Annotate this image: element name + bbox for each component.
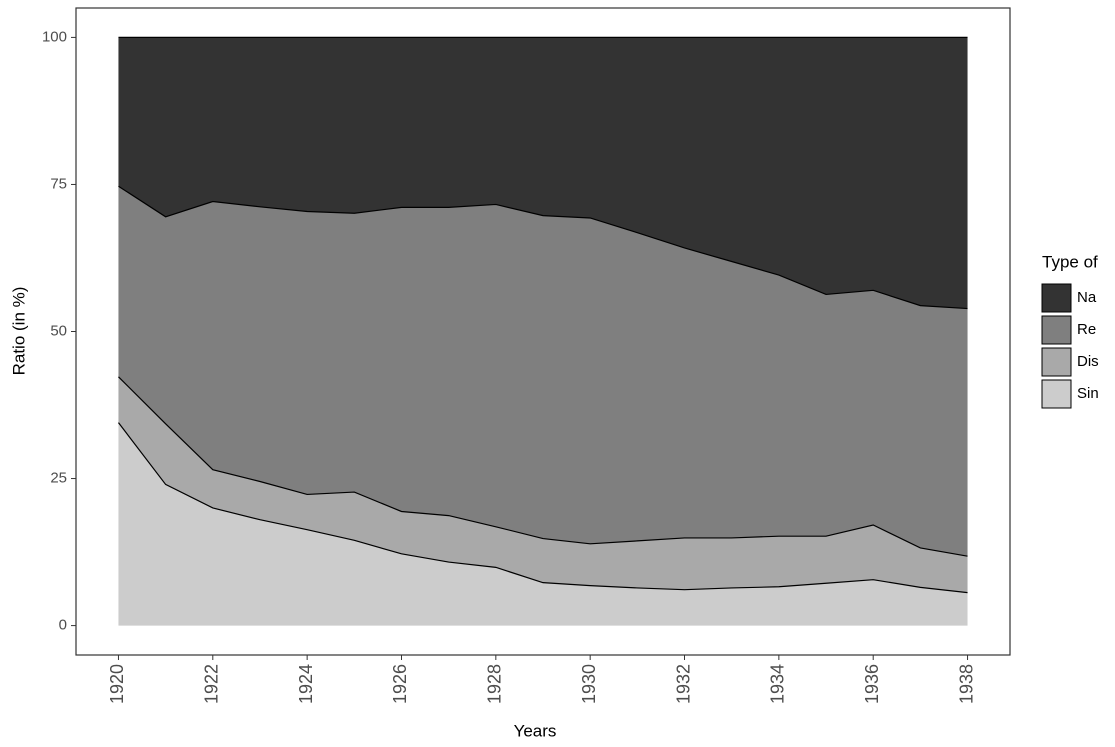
legend-label: Dis xyxy=(1077,353,1099,370)
area xyxy=(118,376,968,593)
x-tick-label: 1922 xyxy=(202,664,222,704)
x-tick-label: 1928 xyxy=(485,664,505,704)
legend-key xyxy=(1041,379,1072,409)
area-outline xyxy=(117,422,968,594)
legend-key xyxy=(1041,347,1072,377)
x-tick-label: 1924 xyxy=(296,664,316,704)
y-tick-label: 75 xyxy=(50,175,67,192)
area xyxy=(118,37,968,309)
area-outline xyxy=(118,185,968,310)
x-tick-label: 1926 xyxy=(390,664,410,704)
x-tick-label: 1930 xyxy=(579,664,599,704)
legend-key xyxy=(1041,315,1072,345)
y-tick-label: 25 xyxy=(50,470,67,487)
x-tick-label: 1920 xyxy=(107,664,127,704)
x-tick-label: 1936 xyxy=(862,664,882,704)
x-axis-label: Years xyxy=(514,721,557,740)
x-tick-label: 1938 xyxy=(956,664,976,704)
legend-label: Na xyxy=(1077,289,1097,306)
area xyxy=(118,422,968,626)
area xyxy=(118,186,968,557)
x-tick-label: 1934 xyxy=(768,664,788,704)
area-outline xyxy=(118,376,968,557)
legend-title: Type of xyxy=(1042,252,1098,271)
y-tick-label: 50 xyxy=(50,322,67,339)
y-tick-label: 0 xyxy=(59,617,67,634)
legend-label: Sin xyxy=(1077,385,1099,402)
y-tick-label: 100 xyxy=(42,28,67,45)
legend-key xyxy=(1041,283,1072,313)
legend-label: Re xyxy=(1077,321,1096,338)
y-axis-label: Ratio (in %) xyxy=(9,287,28,376)
x-tick-label: 1932 xyxy=(673,664,693,704)
